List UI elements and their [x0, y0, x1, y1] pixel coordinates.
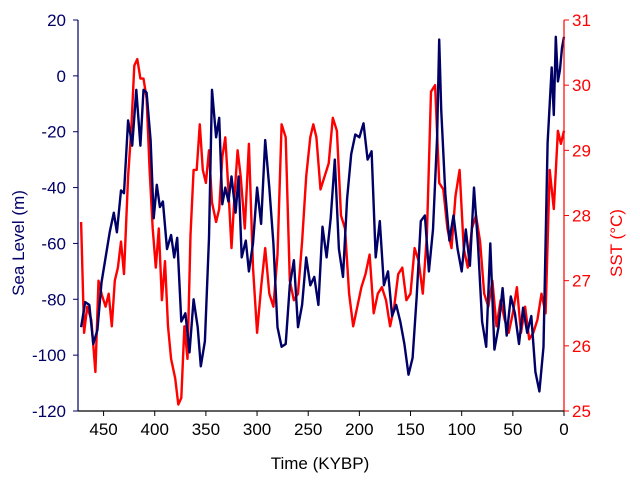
y-left-tick-label: -80	[41, 290, 66, 309]
tick-labels: 450 400 350 300 250 200 150 100 50 0200-20-40-60-…	[32, 11, 591, 439]
y-left-tick-label: -60	[41, 234, 66, 253]
y-left-tick-label: -40	[41, 179, 66, 198]
y-left-tick-label: -120	[32, 402, 66, 421]
y-right-tick-label: 26	[572, 337, 591, 356]
y-right-tick-label: 25	[572, 402, 591, 421]
y-left-tick-label: 20	[47, 11, 66, 30]
y-left-tick-label: -20	[41, 123, 66, 142]
x-axis-title: Time (KYBP)	[271, 454, 370, 473]
sea-level-line	[79, 35, 566, 393]
y-right-tick-label: 28	[572, 207, 591, 226]
y-axis-left-title: Sea Level (m)	[9, 190, 28, 296]
x-tick-label: 450	[89, 420, 117, 439]
y-right-tick-label: 29	[572, 141, 591, 160]
x-tick-label: 250	[294, 420, 322, 439]
x-tick-label: 0	[559, 420, 568, 439]
x-tick-label: 150	[396, 420, 424, 439]
y-right-tick-label: 27	[572, 272, 591, 291]
axes	[73, 19, 569, 416]
y-axis-right-title: SST (°C)	[607, 209, 626, 277]
y-right-tick-label: 31	[572, 11, 591, 30]
x-tick-label: 300	[243, 420, 271, 439]
x-tick-label: 100	[447, 420, 475, 439]
y-right-tick-label: 30	[572, 76, 591, 95]
x-tick-label: 400	[141, 420, 169, 439]
x-tick-label: 350	[192, 420, 220, 439]
y-left-tick-label: -100	[32, 346, 66, 365]
x-tick-label: 50	[503, 420, 522, 439]
y-left-tick-label: 0	[57, 67, 66, 86]
sea-level-series	[79, 35, 566, 393]
x-tick-label: 200	[345, 420, 373, 439]
